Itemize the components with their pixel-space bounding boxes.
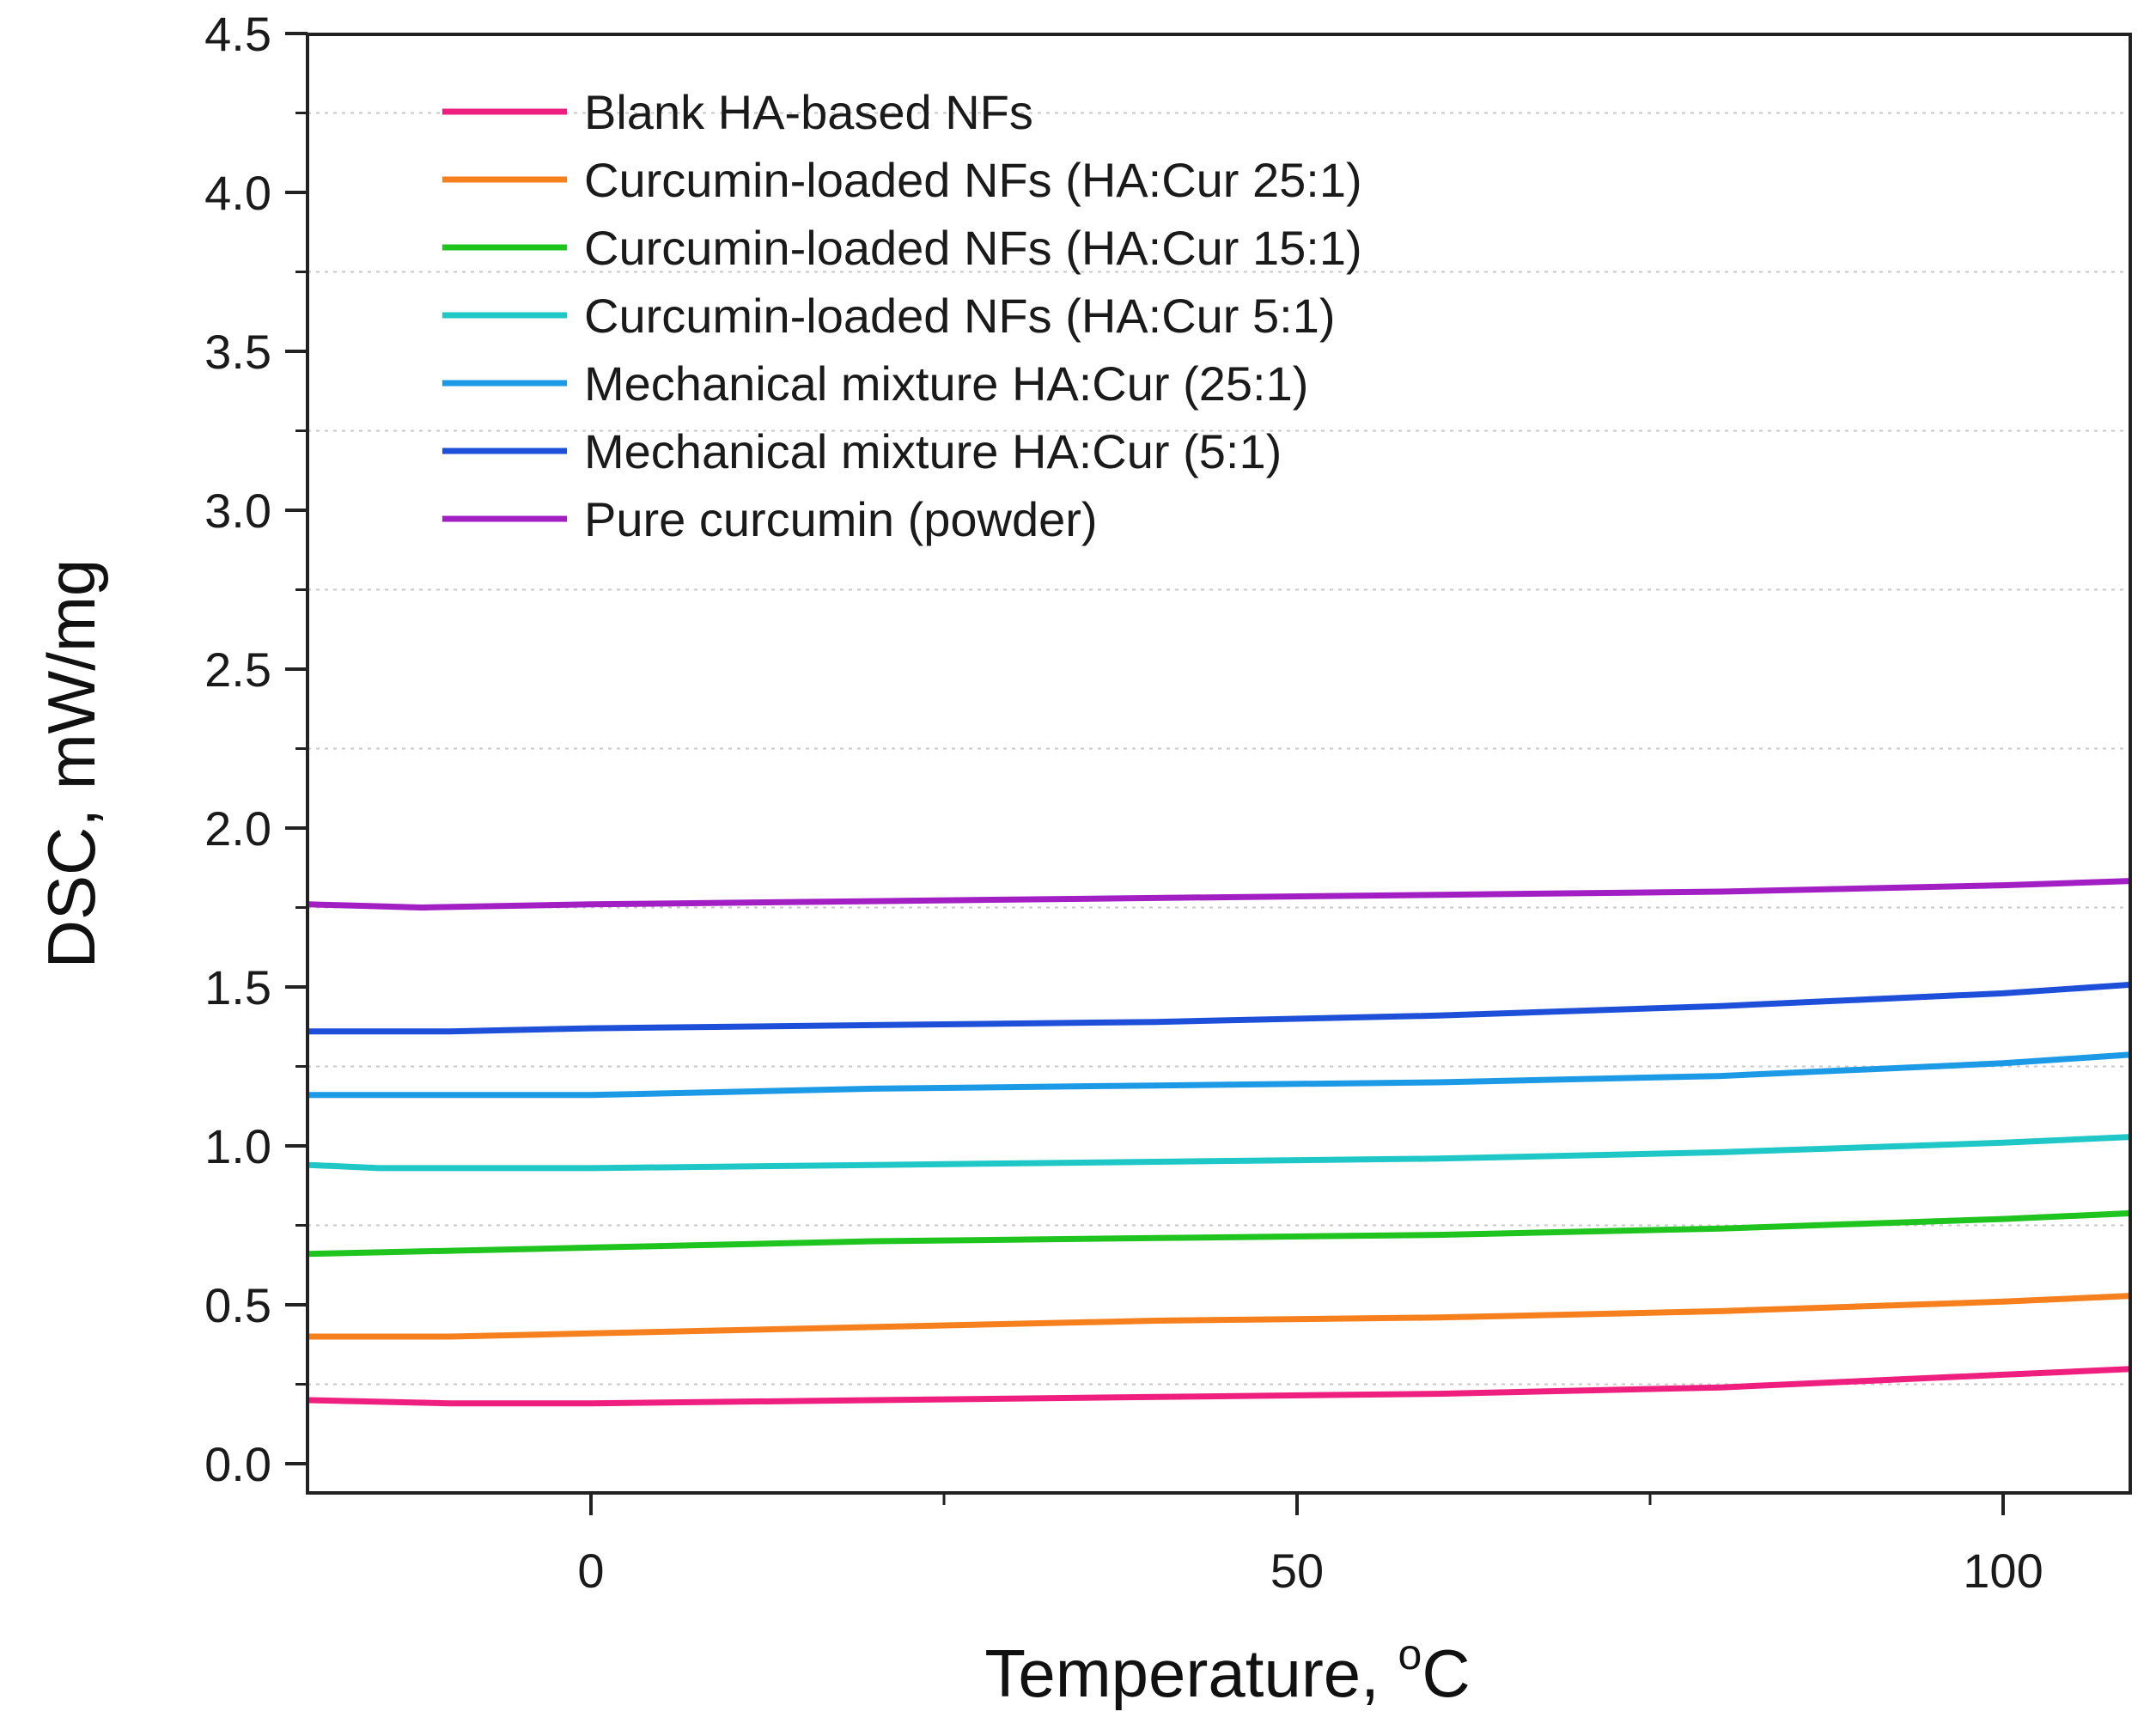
legend-label: Pure curcumin (powder): [584, 492, 1098, 546]
legend: Blank HA-based NFs Curcumin-loaded NFs (H…: [442, 85, 1362, 546]
series-line: [308, 1366, 2130, 1407]
x-axis: 050100150200: [577, 1493, 2043, 1598]
series-lines: [308, 878, 2130, 1407]
legend-label: Curcumin-loaded NFs (HA:Cur 25:1): [584, 153, 1362, 207]
y-tick-label: 4.5: [204, 7, 271, 61]
y-tick-label: 4.0: [204, 166, 271, 220]
series-line: [308, 1293, 2130, 1340]
y-axis: 0.0 0.5 1.0 1.5 2.0 2.5 3.0 3.5 4.0 4.5: [204, 7, 308, 1491]
y-tick-label: 0.0: [204, 1437, 271, 1491]
x-tick-label: 50: [1270, 1544, 1324, 1598]
y-tick-label: 2.5: [204, 643, 271, 697]
x-tick-label: 0: [577, 1544, 604, 1598]
x-tick-label: 100: [1963, 1544, 2043, 1598]
unit-letter: C: [1422, 1635, 1470, 1711]
y-tick-label: 3.0: [204, 484, 271, 538]
legend-label: Curcumin-loaded NFs (HA:Cur 15:1): [584, 221, 1362, 275]
series-line: [308, 1134, 2130, 1172]
y-tick-label: 3.5: [204, 325, 271, 379]
legend-label: Curcumin-loaded NFs (HA:Cur 5:1): [584, 289, 1335, 343]
x-axis-title: Temperature, oC: [984, 1630, 1470, 1711]
y-tick-label: 0.5: [204, 1278, 271, 1332]
x-axis-title-unit: oC: [1398, 1630, 1471, 1711]
legend-label: Mechanical mixture HA:Cur (5:1): [584, 424, 1282, 478]
series-line: [308, 981, 2130, 1035]
legend-label: Blank HA-based NFs: [584, 85, 1033, 139]
x-axis-title-text: Temperature,: [984, 1635, 1398, 1711]
series-line: [308, 1209, 2130, 1258]
y-tick-label: 1.5: [204, 960, 271, 1014]
degree-symbol: o: [1398, 1630, 1422, 1678]
series-line: [308, 1051, 2130, 1099]
y-axis-title: DSC, mW/mg: [33, 559, 109, 969]
series-line: [308, 878, 2130, 911]
grid-lines: [308, 112, 2130, 1386]
legend-label: Mechanical mixture HA:Cur (25:1): [584, 356, 1308, 411]
y-tick-label: 2.0: [204, 801, 271, 856]
y-tick-label: 1.0: [204, 1119, 271, 1173]
plot-frame: [306, 33, 2132, 1495]
